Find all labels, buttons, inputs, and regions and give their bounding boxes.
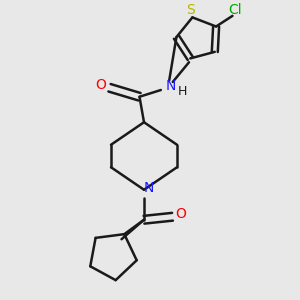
Text: N: N [143, 181, 154, 195]
Text: O: O [176, 207, 186, 221]
Text: H: H [178, 85, 187, 98]
Text: O: O [96, 78, 106, 92]
Text: N: N [166, 79, 176, 93]
Text: S: S [187, 3, 195, 17]
Text: Cl: Cl [229, 3, 242, 17]
